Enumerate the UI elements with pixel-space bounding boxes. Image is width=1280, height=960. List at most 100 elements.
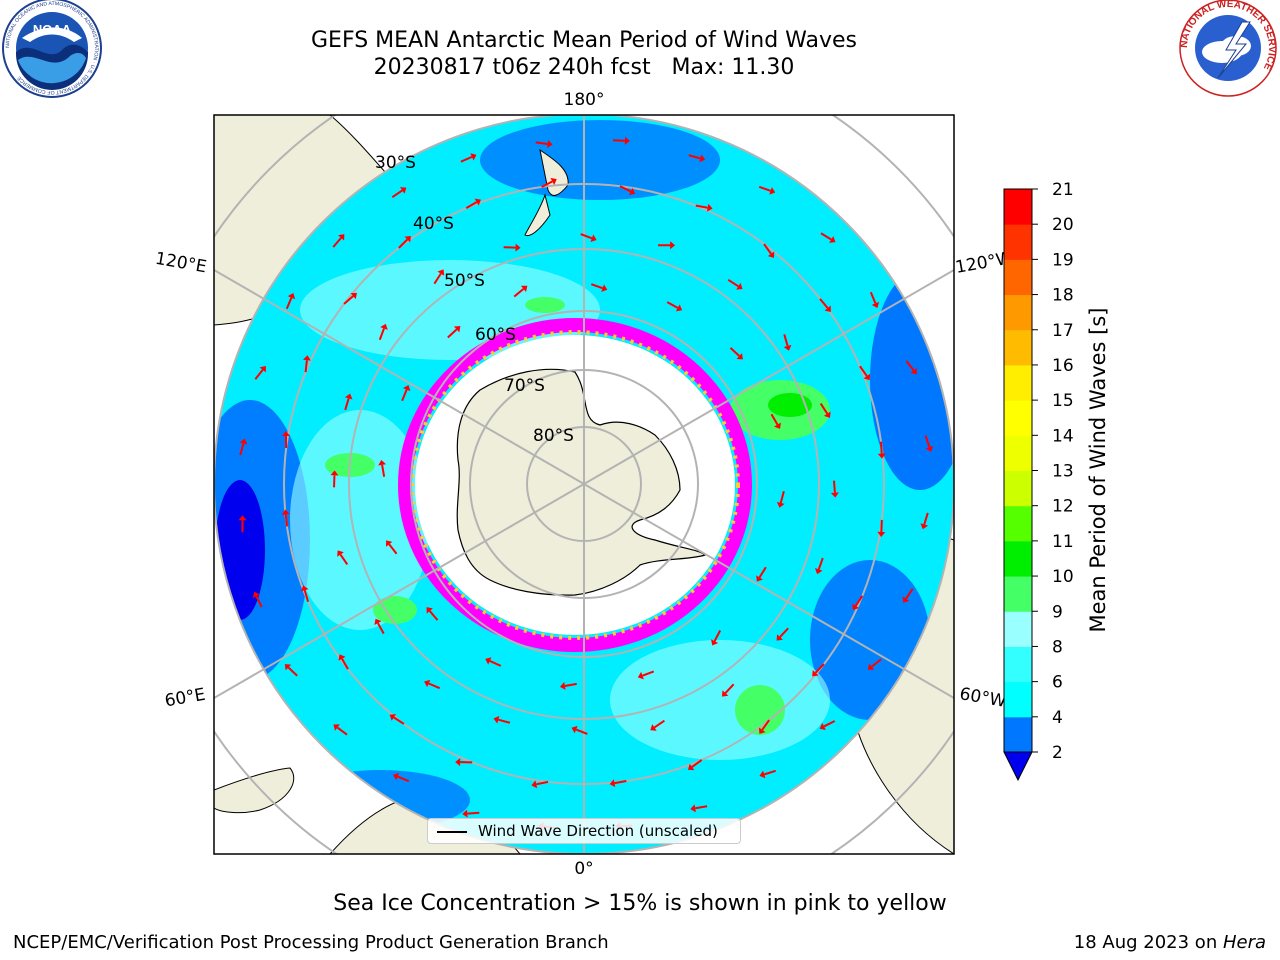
wave-direction-arrow-head <box>300 585 309 592</box>
wave-direction-arrow-shaft <box>336 726 348 736</box>
wave-direction-arrow-head <box>819 722 826 730</box>
wave-direction-arrow-head <box>863 373 871 381</box>
wave-direction-arrow-head <box>547 139 553 148</box>
colorbar-under-arrow <box>1003 751 1033 782</box>
wave-direction-arrow-head <box>871 301 880 308</box>
lat-label-80s: 80°S <box>533 426 574 446</box>
wave-direction-arrow-shaft <box>758 185 771 192</box>
wave-direction-arrow-shaft <box>879 441 883 454</box>
wave-direction-arrow-head <box>374 618 382 626</box>
wave-direction-arrow-head <box>378 459 387 466</box>
wave-direction-arrow-head <box>628 187 636 196</box>
colorbar-segment <box>1004 611 1032 647</box>
wave-direction-arrow-head <box>711 639 719 646</box>
wave-direction-arrow-head <box>302 355 311 361</box>
wave-direction-arrow-shaft <box>341 658 349 670</box>
colorbar-tick-label: 2 <box>1052 743 1063 763</box>
wave-direction-arrow-head <box>462 809 468 818</box>
wave-direction-arrow-head <box>559 682 566 690</box>
wave-direction-arrow-head <box>404 235 411 243</box>
wave-direction-arrow-shaft <box>619 185 632 193</box>
wave-direction-arrow-shaft <box>763 769 777 776</box>
wave-direction-arrow-head <box>609 779 616 788</box>
wave-direction-arrow-shaft <box>770 413 779 426</box>
wave-direction-arrow-shaft <box>688 154 701 160</box>
wave-direction-arrow-head <box>812 669 819 677</box>
madagascar-landmass <box>214 767 295 814</box>
colorbar-segment <box>1004 329 1032 366</box>
wave-direction-arrow-head <box>637 671 644 680</box>
wave-direction-arrow-head <box>767 251 775 258</box>
wave-direction-arrow-shaft <box>779 491 785 504</box>
wave-direction-arrow-head <box>877 531 886 537</box>
wave-direction-arrow-head <box>758 727 766 734</box>
wave-direction-arrow-head <box>769 187 776 195</box>
wave-direction-arrow-shaft <box>401 389 408 402</box>
wave-direction-arrow-head <box>823 411 831 418</box>
wave-direction-arrow-head <box>650 724 657 731</box>
lat-label-60s: 60°S <box>475 325 516 345</box>
wave-direction-arrow-shaft <box>924 435 931 448</box>
wave-direction-arrow-shaft <box>460 155 473 163</box>
wave-direction-arrow-shaft <box>763 243 772 255</box>
wave-direction-arrow-shaft <box>871 658 882 668</box>
wave-direction-arrow-shaft <box>332 237 342 248</box>
wave-direction-arrow-shaft <box>724 683 735 694</box>
wave-direction-arrow-shaft <box>239 443 245 456</box>
wave-direction-arrow-head <box>252 591 261 599</box>
wave-direction-arrow-head <box>910 367 917 375</box>
wave-direction-arrow-shaft <box>465 201 478 209</box>
wave-direction-arrow-head <box>281 509 290 515</box>
legend-label: Wind Wave Direction (unscaled) <box>478 822 718 840</box>
wave-direction-arrow-head <box>344 393 353 400</box>
wave-direction-arrow-head <box>877 453 886 459</box>
wave-direction-arrow-head <box>453 326 461 333</box>
wave-direction-arrow-head <box>776 501 785 508</box>
wave-direction-arrow-head <box>455 758 461 767</box>
wave-direction-arrow-head <box>287 293 296 300</box>
chart-title: GEFS MEAN Antarctic Mean Period of Wind … <box>311 28 857 53</box>
wave-direction-arrow-head <box>736 282 743 290</box>
colorbar-tick-label: 11 <box>1052 532 1074 552</box>
wave-direction-arrow-head <box>474 198 481 206</box>
wave-direction-arrow-shaft <box>817 557 824 570</box>
lon-label-60e: 60°E <box>163 685 207 712</box>
wave-direction-arrow-shaft <box>343 295 354 305</box>
wave-direction-arrow-shaft <box>695 805 708 810</box>
wave-direction-arrow-head <box>670 241 676 250</box>
wave-direction-arrow-shaft <box>467 811 480 815</box>
wave-direction-arrow-shaft <box>447 328 458 339</box>
wave-direction-arrow-head <box>706 203 713 212</box>
wave-direction-arrow-shaft <box>691 759 703 768</box>
wave-direction-arrow-head <box>867 663 875 670</box>
wave-direction-arrow-head <box>424 679 431 688</box>
wave-direction-arrow-head <box>515 243 521 252</box>
wave-direction-arrow-head <box>783 344 792 351</box>
colorbar-segment <box>1004 505 1032 542</box>
wave-direction-arrow-shaft <box>428 682 441 690</box>
wave-direction-arrow-shaft <box>304 360 308 373</box>
wave-direction-arrow-head <box>721 690 729 697</box>
wave-direction-arrow-head <box>687 763 695 771</box>
sea-ice-edge <box>398 318 752 652</box>
wave-direction-arrow-shaft <box>303 589 310 603</box>
wave-direction-arrow-head <box>238 515 247 521</box>
colorbar-segment <box>1004 294 1032 331</box>
wave-direction-arrow-shaft <box>761 719 770 731</box>
wave-direction-arrow-head <box>902 596 910 603</box>
wave-direction-arrow-shaft <box>854 595 864 607</box>
wave-direction-arrow-shaft <box>287 666 298 677</box>
footer-machine: Hera <box>1222 932 1266 953</box>
colorbar-segment <box>1004 189 1032 225</box>
sea-ice-caption: Sea Ice Concentration > 15% is shown in … <box>333 891 947 916</box>
wave-direction-arrow-head <box>925 445 934 452</box>
wave-direction-arrow-shaft <box>513 288 525 298</box>
wave-direction-arrow-shaft <box>381 464 386 477</box>
colorbar-tick-label: 21 <box>1052 180 1074 200</box>
colorbar-tick-label: 9 <box>1052 602 1063 622</box>
wave-direction-arrow-head <box>426 607 433 614</box>
wave-direction-arrow-shaft <box>255 595 263 608</box>
wave-direction-arrow-shaft <box>489 660 502 667</box>
wave-direction-arrow-head <box>829 236 836 243</box>
wave-direction-arrow-shaft <box>285 297 293 310</box>
